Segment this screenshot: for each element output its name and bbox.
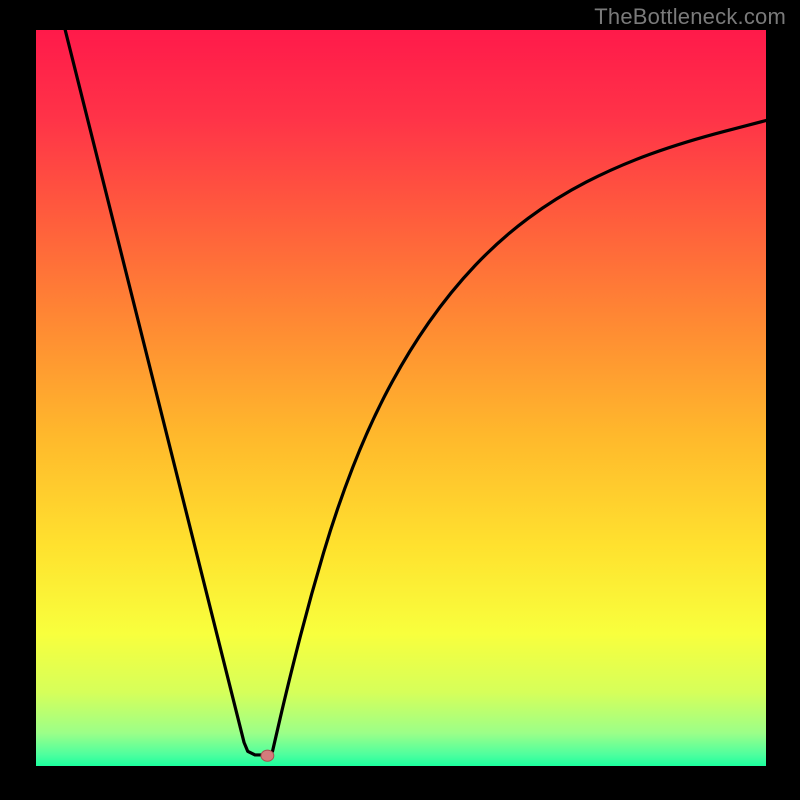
minimum-marker bbox=[261, 750, 274, 761]
bottleneck-curve bbox=[36, 30, 766, 766]
curve-path bbox=[65, 30, 766, 755]
plot-area bbox=[36, 30, 766, 766]
watermark-text: TheBottleneck.com bbox=[594, 4, 786, 30]
